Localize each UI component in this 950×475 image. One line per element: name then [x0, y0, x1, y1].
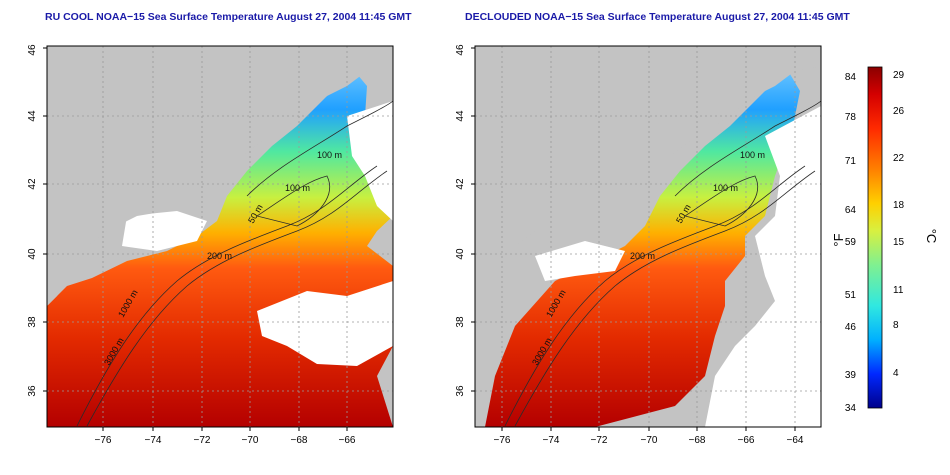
panel-2-contour-label: 100 m — [713, 183, 738, 193]
panel-1-x-tick: −76 — [95, 435, 112, 446]
panel-1-cloud — [122, 211, 207, 251]
panel-2-coast-land — [475, 46, 821, 427]
colorbar-f-tick: 71 — [845, 156, 857, 167]
colorbar-f-tick: 39 — [845, 370, 857, 381]
colorbar-f-tick: 46 — [845, 322, 857, 333]
panel-1-contour-label: 100 m — [317, 150, 342, 160]
colorbar-c-tick: 29 — [893, 70, 905, 81]
panel-1-x-tick: −68 — [291, 435, 308, 446]
panel-2-x-tick: −68 — [689, 435, 706, 446]
panel-1-y-tick: 36 — [27, 385, 38, 397]
colorbar-c-tick: 26 — [893, 106, 905, 117]
panel-1-x-tick: −72 — [194, 435, 211, 446]
colorbar-f-tick: 84 — [845, 72, 857, 83]
panel-1-cloud — [347, 101, 393, 221]
panel-1-coast-land — [47, 46, 393, 306]
panel-2-y-tick: 36 — [455, 385, 466, 397]
panel-2-x-axis: −76 −74 −72 −70 −68 −66 −64 — [494, 427, 804, 446]
colorbar-f-tick: 51 — [845, 290, 857, 301]
panel-2-contour-label: 200 m — [630, 251, 655, 261]
panel-1-y-axis: 36 38 40 42 44 46 — [27, 44, 47, 397]
colorbar-c-tick: 15 — [893, 237, 905, 248]
colorbar-f-tick: 59 — [845, 237, 857, 248]
panel-2-title: DECLOUDED NOAA−15 Sea Surface Temperatur… — [465, 11, 850, 23]
colorbar-c-tick: 11 — [893, 285, 904, 296]
panel-2-grid — [475, 46, 821, 427]
panel-1-y-tick: 38 — [27, 316, 38, 328]
colorbar-f-tick: 78 — [845, 112, 857, 123]
panel-2-y-tick: 42 — [455, 178, 466, 190]
panel-2-x-tick: −70 — [641, 435, 658, 446]
colorbar-scale — [867, 66, 883, 409]
panel-2-x-tick: −72 — [591, 435, 608, 446]
panel-1-y-tick: 40 — [27, 248, 38, 260]
panel-1-grid — [47, 46, 393, 427]
panel-2-x-tick: −74 — [543, 435, 560, 446]
panel-2-x-tick: −64 — [787, 435, 804, 446]
panel-1-y-tick: 44 — [27, 110, 38, 122]
panel-1-y-tick: 42 — [27, 178, 38, 190]
panel-2-cloud — [535, 241, 625, 281]
colorbar-c-tick: 4 — [893, 368, 899, 379]
colorbar-c-label: °C — [924, 229, 939, 244]
colorbar-f-tick: 64 — [845, 205, 857, 216]
panel-1-contour-label: 200 m — [207, 251, 232, 261]
colorbar-c-tick: 18 — [893, 200, 905, 211]
panel-2-sst-field — [485, 74, 800, 427]
panel-1-y-tick: 46 — [27, 44, 38, 56]
panel-1-contour-label: 100 m — [285, 183, 310, 193]
panel-2-y-tick: 46 — [455, 44, 466, 56]
colorbar-c-tick: 22 — [893, 153, 905, 164]
colorbar-c-ticks: 29 26 22 18 15 11 8 4 — [893, 70, 905, 379]
colorbar-f-tick: 34 — [845, 403, 857, 414]
panel-2-contours — [504, 100, 821, 427]
panel-1-cloud — [257, 281, 393, 366]
panel-2-y-axis: 36 38 40 42 44 46 — [455, 44, 475, 397]
panel-1-x-tick: −70 — [242, 435, 259, 446]
colorbar-f-label: °F — [831, 233, 846, 246]
panel-1-x-tick: −74 — [145, 435, 162, 446]
panel-2-plot: 100 m 100 m 50 m 200 m 1000 m 3000 m −76… — [455, 44, 822, 446]
panel-2-y-tick: 44 — [455, 110, 466, 122]
panel-1-title: RU COOL NOAA−15 Sea Surface Temperature … — [45, 11, 412, 23]
panel-2-x-tick: −76 — [494, 435, 511, 446]
panel-2-x-tick: −66 — [738, 435, 755, 446]
panel-2-y-tick: 38 — [455, 316, 466, 328]
colorbar-f-ticks: 84 78 71 64 59 51 46 39 34 — [845, 72, 857, 414]
panel-2-cloud — [705, 106, 821, 427]
panel-1-x-tick: −66 — [339, 435, 356, 446]
panel-1-plot: 100 m 100 m 50 m 200 m 1000 m 3000 m −76… — [27, 44, 394, 446]
panel-1-x-axis: −76 −74 −72 −70 −68 −66 — [95, 427, 356, 446]
colorbar-c-tick: 8 — [893, 320, 899, 331]
panel-1-contours — [76, 100, 393, 427]
panel-2-contour-label: 100 m — [740, 150, 765, 160]
panel-2-y-tick: 40 — [455, 248, 466, 260]
